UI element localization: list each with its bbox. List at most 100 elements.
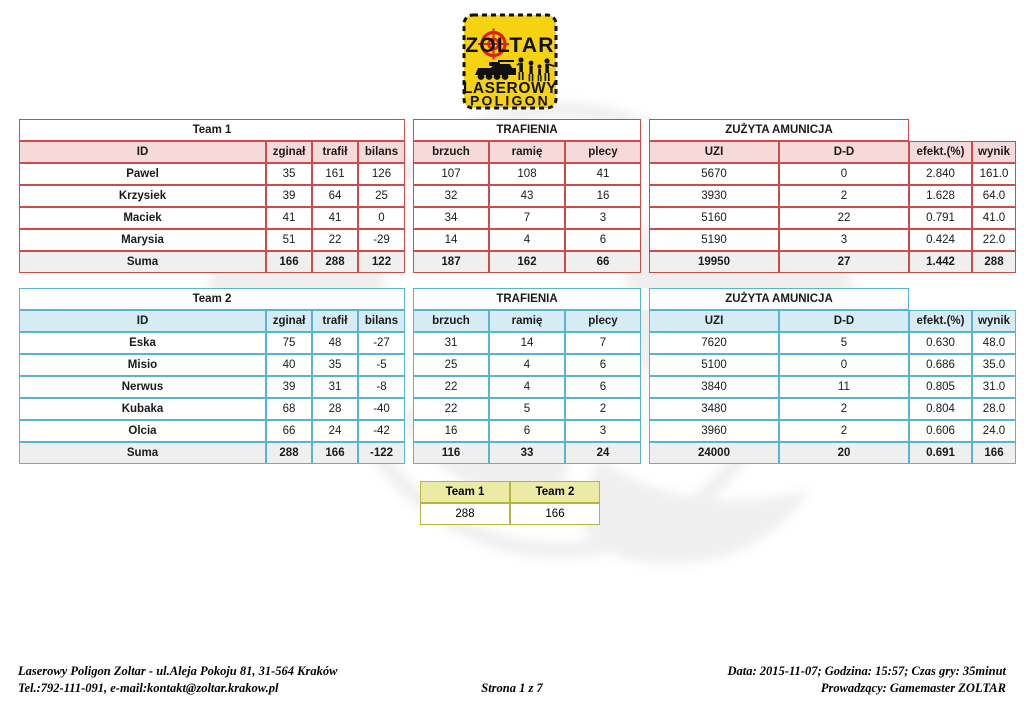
cell-uzi: 3480	[649, 398, 779, 420]
cell-zginal: 35	[266, 163, 312, 185]
cell-trafil: 48	[312, 332, 358, 354]
cell-wynik: 41.0	[972, 207, 1016, 229]
col-brzuch: brzuch	[413, 141, 489, 163]
cell-id: Nerwus	[19, 376, 266, 398]
svg-text:LASEROWY: LASEROWY	[463, 80, 557, 97]
team-2-stats-table: Team 2 TRAFIENIA ZUŻYTA AMUNICJA ID zgin…	[19, 288, 1016, 464]
cell-uzi: 3960	[649, 420, 779, 442]
cell-dd: 11	[779, 376, 909, 398]
cell-zginal: 166	[266, 251, 312, 273]
cell-plecy: 3	[565, 207, 641, 229]
summary-header-row: Team 1 Team 2	[420, 481, 600, 503]
table-row: Krzysiek 39 64 25 32 43 16 3930 2 1.628 …	[19, 185, 1016, 207]
group-hits-label: TRAFIENIA	[413, 119, 641, 141]
cell-trafil: 64	[312, 185, 358, 207]
summary-value-team2: 166	[510, 503, 600, 525]
table-row: Misio 40 35 -5 25 4 6 5100 0 0.686 35.0	[19, 354, 1016, 376]
col-dd: D-D	[779, 141, 909, 163]
col-uzi: UZI	[649, 310, 779, 332]
cell-efekt: 2.840	[909, 163, 972, 185]
cell-bilans: -29	[358, 229, 405, 251]
gap-cell	[405, 288, 413, 310]
cell-trafil: 22	[312, 229, 358, 251]
cell-trafil: 288	[312, 251, 358, 273]
team-name-cell: Team 1	[19, 119, 405, 141]
cell-wynik: 288	[972, 251, 1016, 273]
cell-brzuch: 187	[413, 251, 489, 273]
cell-id: Krzysiek	[19, 185, 266, 207]
cell-efekt: 0.805	[909, 376, 972, 398]
cell-zginal: 288	[266, 442, 312, 464]
cell-plecy: 66	[565, 251, 641, 273]
cell-wynik: 35.0	[972, 354, 1016, 376]
cell-efekt: 0.424	[909, 229, 972, 251]
cell-plecy: 6	[565, 376, 641, 398]
column-header-row: ID zginał trafił bilans brzuch ramię ple…	[19, 310, 1016, 332]
cell-trafil: 161	[312, 163, 358, 185]
col-plecy: plecy	[565, 141, 641, 163]
cell-zginal: 39	[266, 376, 312, 398]
cell-brzuch: 31	[413, 332, 489, 354]
cell-id: Misio	[19, 354, 266, 376]
gap-cell	[405, 119, 413, 141]
cell-dd: 27	[779, 251, 909, 273]
col-trafil: trafił	[312, 141, 358, 163]
cell-plecy: 16	[565, 185, 641, 207]
cell-id: Pawel	[19, 163, 266, 185]
spacer-cell	[972, 288, 1016, 310]
cell-ramie: 33	[489, 442, 565, 464]
cell-ramie: 6	[489, 420, 565, 442]
cell-uzi: 5160	[649, 207, 779, 229]
cell-zginal: 75	[266, 332, 312, 354]
cell-brzuch: 116	[413, 442, 489, 464]
summary-value-row: 288 166	[420, 503, 600, 525]
cell-plecy: 41	[565, 163, 641, 185]
cell-brzuch: 34	[413, 207, 489, 229]
cell-dd: 20	[779, 442, 909, 464]
cell-efekt: 1.628	[909, 185, 972, 207]
cell-zginal: 51	[266, 229, 312, 251]
cell-trafil: 28	[312, 398, 358, 420]
cell-bilans: -40	[358, 398, 405, 420]
col-brzuch: brzuch	[413, 310, 489, 332]
cell-bilans: 122	[358, 251, 405, 273]
col-bilans: bilans	[358, 141, 405, 163]
gap-cell	[641, 119, 649, 141]
cell-brzuch: 16	[413, 420, 489, 442]
cell-wynik: 161.0	[972, 163, 1016, 185]
spacer-cell	[972, 119, 1016, 141]
cell-wynik: 22.0	[972, 229, 1016, 251]
group-hits-label: TRAFIENIA	[413, 288, 641, 310]
cell-id: Maciek	[19, 207, 266, 229]
table-row: Olcia 66 24 -42 16 6 3 3960 2 0.606 24.0	[19, 420, 1016, 442]
cell-wynik: 28.0	[972, 398, 1016, 420]
col-ramie: ramię	[489, 141, 565, 163]
zoltar-logo-graphic: ZOLTAR	[462, 13, 558, 110]
cell-dd: 2	[779, 398, 909, 420]
cell-brzuch: 32	[413, 185, 489, 207]
cell-uzi: 19950	[649, 251, 779, 273]
cell-brzuch: 25	[413, 354, 489, 376]
cell-zginal: 40	[266, 354, 312, 376]
group-ammo-label: ZUŻYTA AMUNICJA	[649, 288, 909, 310]
cell-plecy: 2	[565, 398, 641, 420]
summary-header-team1: Team 1	[420, 481, 510, 503]
cell-trafil: 31	[312, 376, 358, 398]
cell-trafil: 24	[312, 420, 358, 442]
cell-bilans: -42	[358, 420, 405, 442]
group-header-row: Team 1 TRAFIENIA ZUŻYTA AMUNICJA	[19, 119, 1016, 141]
footer-session-info: Data: 2015-11-07; Godzina: 15:57; Czas g…	[727, 664, 1006, 678]
cell-plecy: 24	[565, 442, 641, 464]
cell-brzuch: 22	[413, 398, 489, 420]
cell-id: Eska	[19, 332, 266, 354]
cell-efekt: 0.630	[909, 332, 972, 354]
cell-wynik: 64.0	[972, 185, 1016, 207]
zoltar-logo: ZOLTAR	[462, 13, 558, 110]
col-wynik: wynik	[972, 310, 1016, 332]
cell-uzi: 5670	[649, 163, 779, 185]
cell-brzuch: 14	[413, 229, 489, 251]
cell-trafil: 166	[312, 442, 358, 464]
footer-address-line-1: Laserowy Poligon Zoltar - ul.Aleja Pokoj…	[18, 664, 338, 678]
cell-wynik: 166	[972, 442, 1016, 464]
